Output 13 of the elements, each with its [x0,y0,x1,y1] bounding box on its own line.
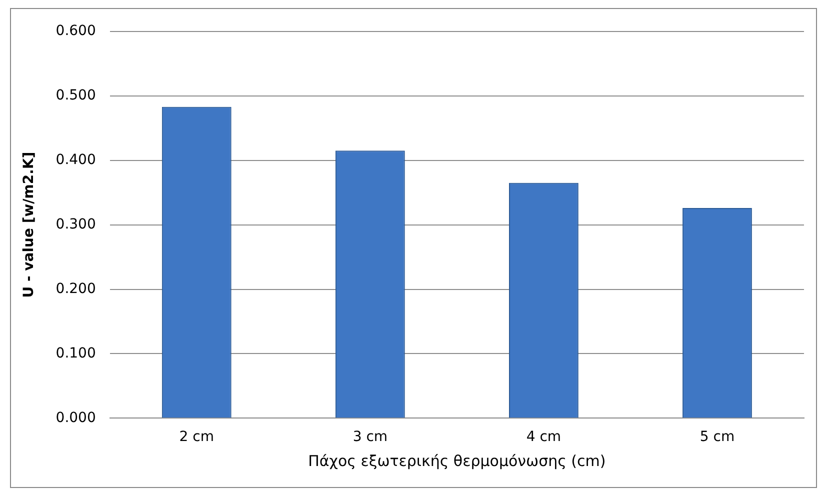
x-tick-label: 5 cm [700,429,735,446]
y-tick-label: 0.400 [56,152,96,168]
y-tick-label: 0.600 [56,23,96,40]
y-axis-title: U - value [w/m2.K] [21,152,38,298]
x-tick-label: 4 cm [526,429,562,446]
y-tick-label: 0.500 [56,88,96,104]
y-tick-label: 0.200 [56,280,96,297]
x-tick-label: 3 cm [352,429,388,446]
x-tick-label: 2 cm [179,429,214,446]
y-tick-label: 0.100 [56,345,96,362]
y-tick-label: 0.300 [56,216,96,232]
y-tick-label: 0.000 [56,410,96,426]
x-axis-title: Πάχος εξωτερικής θερμομόνωσης (cm) [308,452,606,470]
